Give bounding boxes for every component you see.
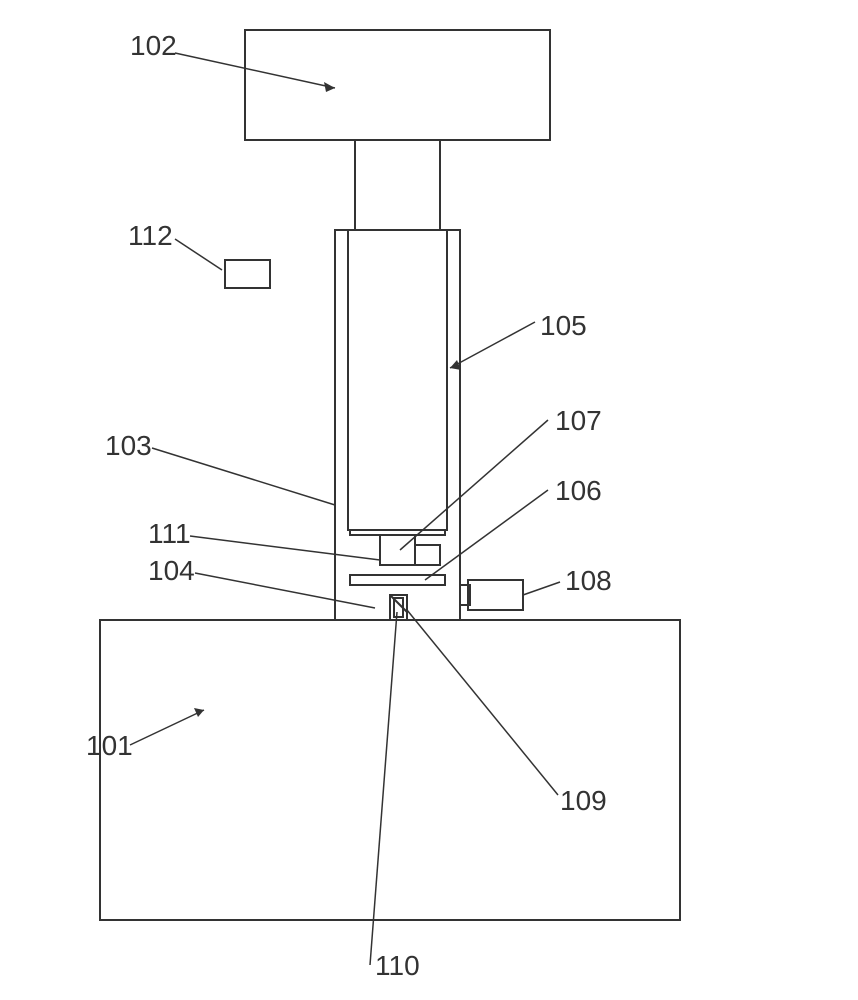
- label-101: 101: [86, 730, 133, 761]
- label-102: 102: [130, 30, 177, 61]
- shape-outer-sleeve-103: [335, 230, 460, 620]
- shape-base-101: [100, 620, 680, 920]
- leader-104: [195, 573, 375, 608]
- leader-112: [175, 239, 222, 270]
- leader-108: [523, 582, 560, 595]
- shape-neck: [355, 140, 440, 230]
- label-111: 111: [148, 518, 191, 549]
- shape-block-108: [468, 580, 523, 610]
- arrow-101: [194, 708, 204, 717]
- shape-block-112: [225, 260, 270, 288]
- label-112: 112: [128, 220, 173, 251]
- label-109: 109: [560, 785, 607, 816]
- leader-110: [370, 612, 397, 965]
- label-110: 110: [375, 950, 420, 981]
- label-104: 104: [148, 555, 195, 586]
- diagram-svg: 101 102 103 104 105 106 107 108 109 110 …: [0, 0, 858, 1000]
- shape-top-block-102: [245, 30, 550, 140]
- leader-lines-group: [130, 53, 560, 965]
- leader-111: [190, 536, 380, 560]
- label-107: 107: [555, 405, 602, 436]
- shape-block-107: [380, 535, 415, 565]
- leader-109: [407, 610, 558, 795]
- leader-107: [400, 420, 548, 550]
- leader-102: [175, 53, 335, 88]
- shape-inner-column-105: [348, 230, 447, 530]
- leader-101: [130, 710, 204, 745]
- label-106: 106: [555, 475, 602, 506]
- leader-105: [450, 322, 535, 368]
- leader-103: [152, 448, 335, 505]
- label-108: 108: [565, 565, 612, 596]
- label-103: 103: [105, 430, 152, 461]
- label-105: 105: [540, 310, 587, 341]
- shape-block-107-right: [415, 545, 440, 565]
